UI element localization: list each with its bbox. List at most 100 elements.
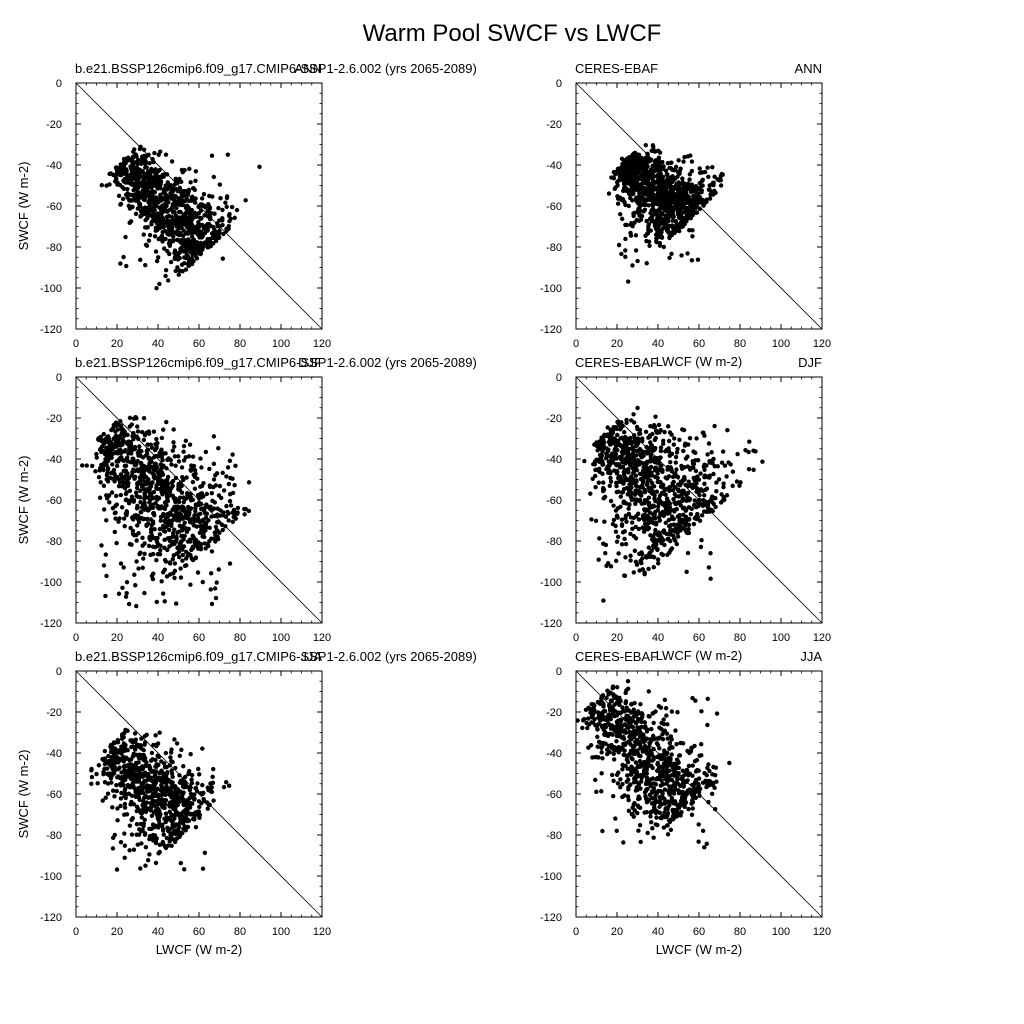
data-point (93, 469, 98, 474)
data-point (178, 246, 183, 252)
data-point (614, 483, 619, 489)
data-point (134, 493, 139, 499)
data-point (172, 737, 177, 742)
data-point (681, 477, 686, 483)
data-point (663, 449, 668, 454)
data-point (125, 782, 131, 788)
data-point (170, 493, 176, 498)
data-point (699, 538, 704, 543)
data-point (695, 257, 701, 262)
data-point (111, 771, 117, 776)
data-point (121, 565, 126, 570)
data-point (157, 486, 163, 492)
data-point (194, 214, 199, 219)
data-point (602, 519, 607, 524)
data-point (642, 521, 648, 526)
data-point (134, 559, 139, 564)
data-point (176, 209, 182, 215)
data-point (657, 240, 662, 246)
data-point (172, 250, 177, 256)
data-point (184, 825, 189, 830)
x-tick-label: 40 (652, 632, 664, 644)
data-point (669, 709, 675, 714)
data-point (174, 205, 179, 211)
data-point (630, 223, 635, 229)
data-point (130, 164, 136, 170)
data-point (623, 254, 628, 259)
y-tick-label: -80 (546, 242, 562, 254)
data-point (113, 175, 119, 181)
data-point (628, 553, 633, 558)
data-point (174, 741, 180, 746)
data-point (644, 261, 649, 266)
data-point (651, 145, 656, 150)
data-point (151, 489, 157, 495)
data-point (689, 206, 694, 211)
data-point (684, 491, 689, 496)
data-point (126, 203, 132, 209)
data-point (626, 178, 632, 184)
data-point (107, 500, 112, 505)
data-point (178, 540, 184, 545)
data-point (119, 748, 125, 754)
data-point (178, 505, 184, 511)
data-point (631, 191, 636, 196)
data-point (157, 814, 162, 820)
data-point (101, 757, 106, 763)
data-point (183, 455, 188, 460)
data-point (169, 747, 174, 752)
data-point (205, 244, 210, 250)
data-point (658, 484, 664, 489)
data-point (632, 466, 638, 471)
data-point (631, 160, 636, 165)
data-point (730, 469, 736, 474)
data-point (163, 236, 168, 242)
data-point (144, 243, 150, 248)
data-point (224, 194, 230, 199)
data-point (165, 495, 170, 500)
data-point (180, 198, 185, 203)
data-point (122, 730, 127, 736)
data-point (141, 556, 146, 561)
data-point (169, 771, 175, 776)
data-point (662, 542, 667, 548)
data-point (172, 444, 177, 449)
y-tick-label: -20 (546, 413, 562, 425)
data-point (170, 483, 175, 489)
data-point (692, 482, 698, 487)
data-point (665, 476, 670, 481)
data-point (108, 742, 114, 748)
data-point (184, 563, 189, 568)
data-point (645, 159, 651, 165)
data-point (124, 773, 129, 779)
data-point (226, 518, 231, 523)
data-point (609, 431, 614, 437)
data-point (697, 166, 702, 171)
data-point (132, 778, 138, 783)
data-point (660, 164, 666, 170)
data-point (118, 492, 124, 498)
data-point (641, 192, 647, 197)
data-point (183, 438, 189, 444)
data-point (704, 501, 709, 506)
data-point (159, 212, 164, 218)
y-tick-label: -20 (46, 413, 62, 425)
data-point (653, 414, 658, 419)
data-point (637, 568, 642, 573)
data-point (696, 839, 701, 844)
data-point (166, 241, 172, 246)
data-point (689, 506, 694, 512)
data-point (688, 467, 693, 472)
data-point (167, 572, 173, 577)
data-point (669, 251, 674, 257)
data-point (666, 215, 671, 220)
data-point (200, 866, 206, 871)
data-point (646, 435, 651, 440)
data-point (220, 222, 225, 228)
reference-line (575, 82, 823, 330)
data-point (128, 525, 133, 531)
data-point (142, 551, 147, 557)
data-point (615, 432, 620, 438)
data-point (163, 773, 169, 779)
data-point (641, 167, 647, 173)
